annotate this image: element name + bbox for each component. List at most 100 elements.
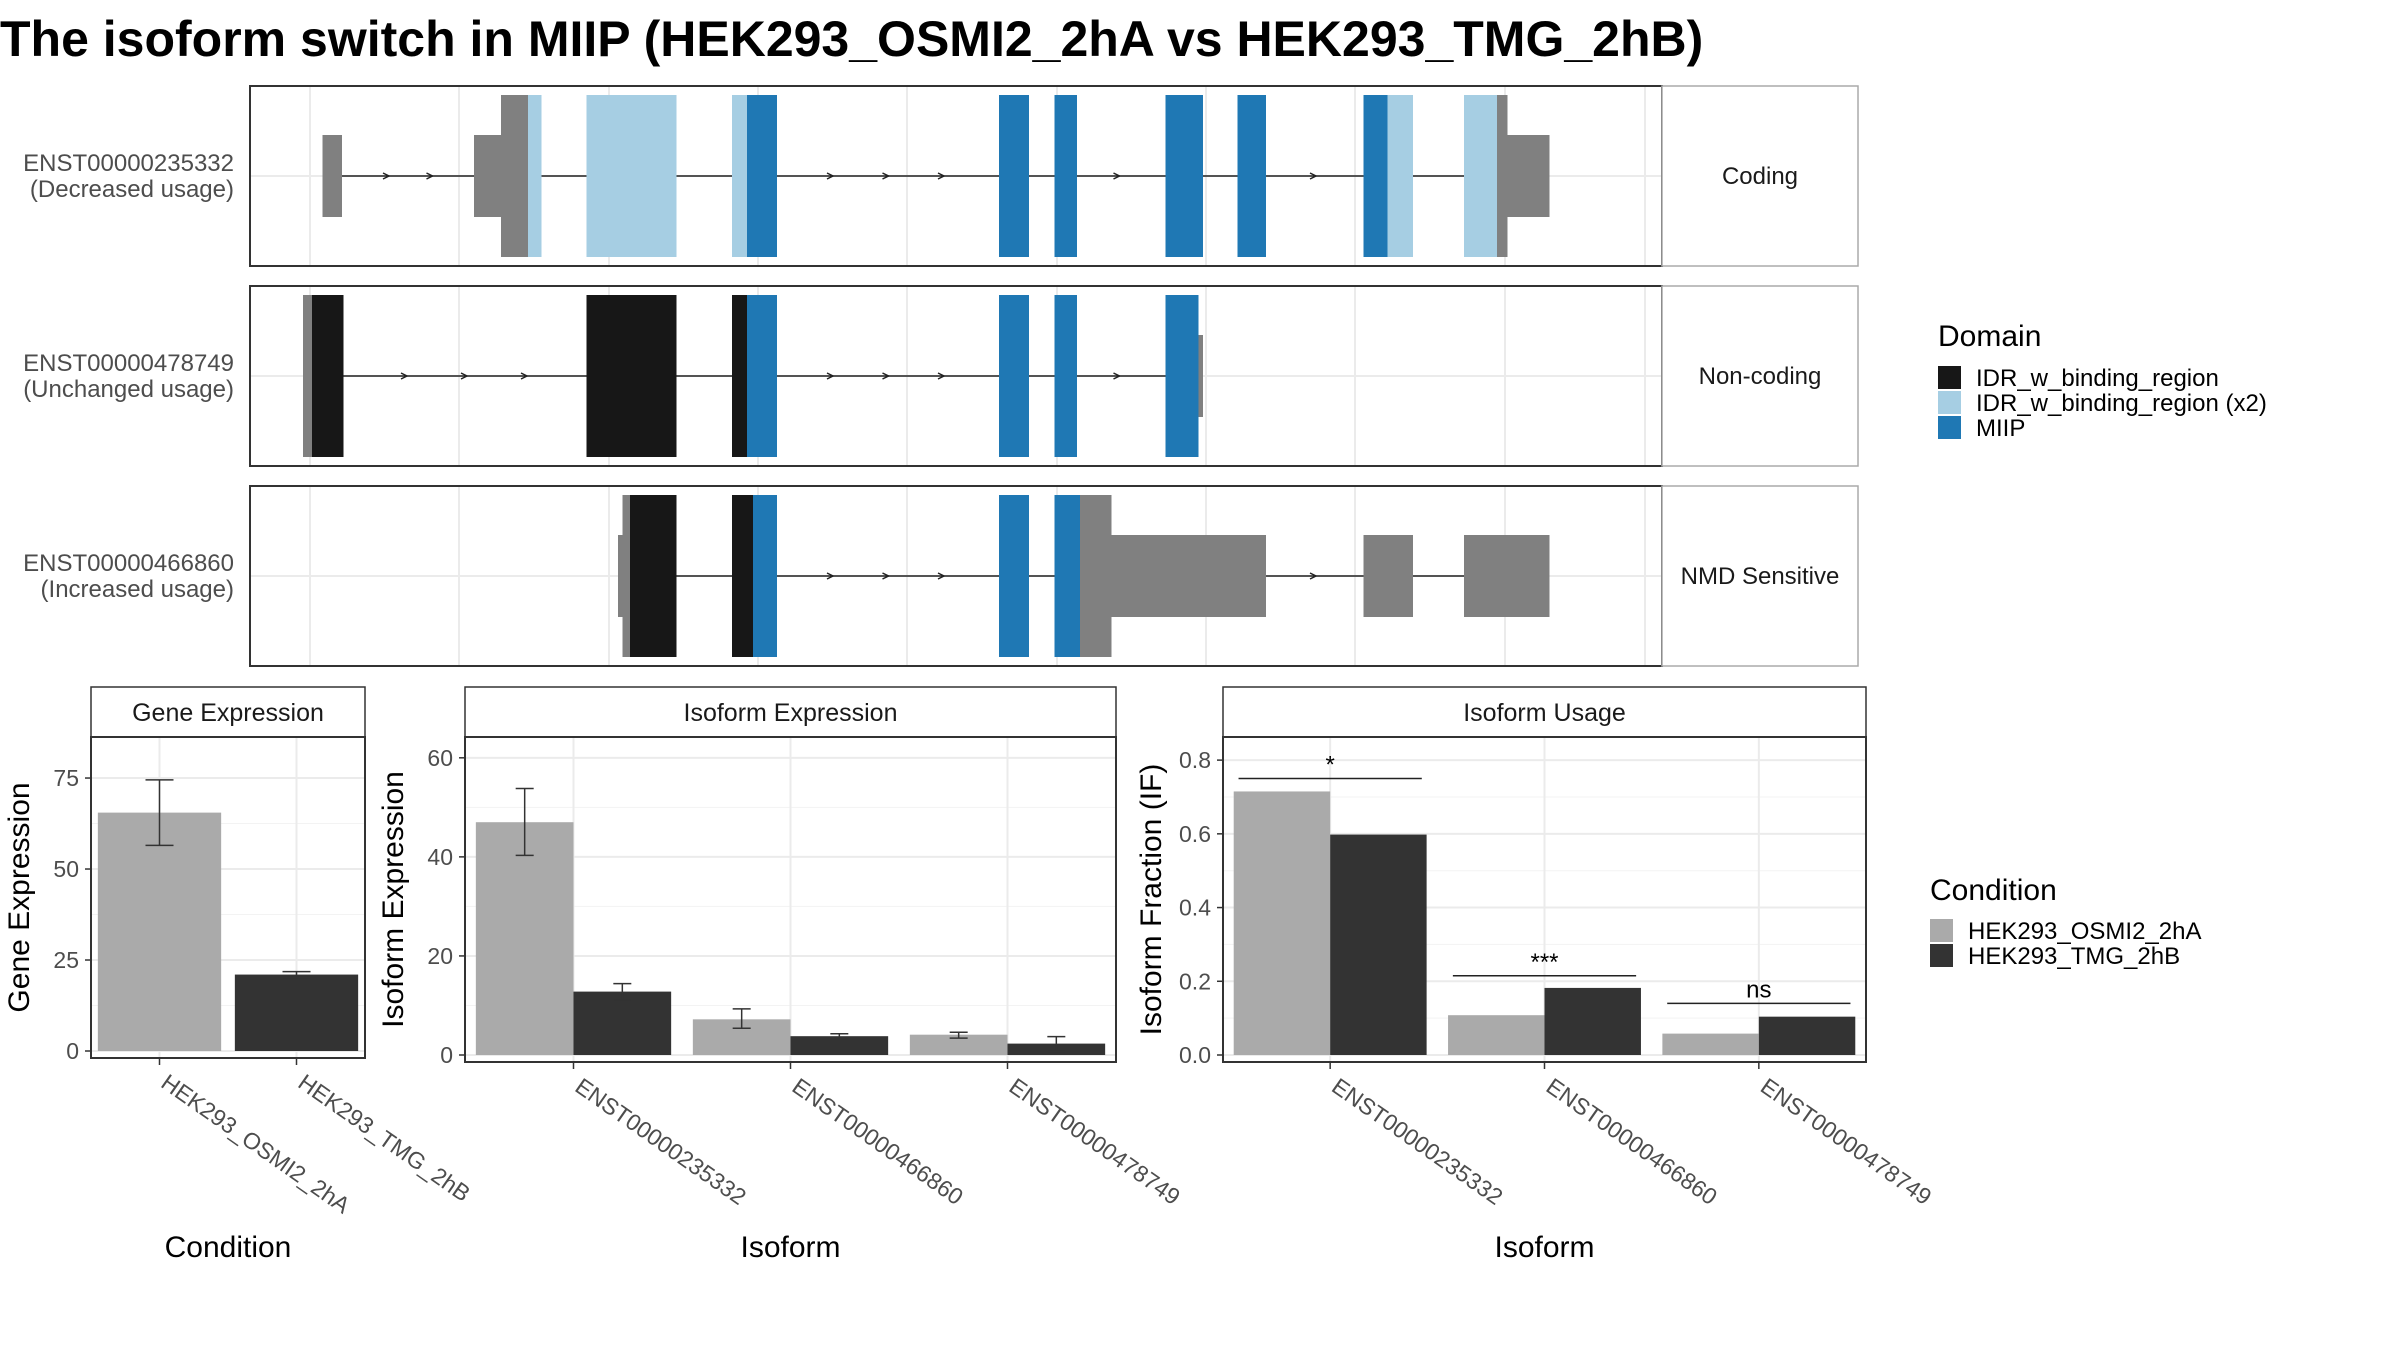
exon-block	[747, 295, 777, 457]
direction-arrow	[1309, 572, 1318, 580]
isoform-expression-panel: Isoform Expression 0 20 40 60 ENST00000235332…	[377, 686, 1185, 1264]
exon-block	[1237, 95, 1266, 257]
exon-block	[1111, 535, 1266, 617]
x-tick-label: ENST00000478749	[1005, 1073, 1185, 1210]
direction-arrow	[1113, 172, 1122, 180]
y-tick-label: 0	[440, 1042, 453, 1068]
exon-block	[630, 495, 677, 657]
y-axis-title: Gene Expression	[3, 782, 36, 1012]
exon-block	[312, 295, 344, 457]
panel-strip	[464, 686, 1117, 738]
y-tick-label: 0.8	[1179, 747, 1211, 773]
track-strip	[1661, 85, 1859, 267]
exon-block	[1363, 95, 1388, 257]
condition-legend-label: HEK293_TMG_2hB	[1968, 943, 2180, 970]
direction-arrow	[937, 572, 946, 580]
x-axis-title: Isoform	[1494, 1231, 1594, 1264]
y-tick-label: 25	[53, 947, 79, 973]
domain-legend-label: IDR_w_binding_region	[1976, 365, 2219, 392]
transcript-usage-label: (Decreased usage)	[30, 176, 234, 203]
domain-legend-title: Domain	[1938, 320, 2041, 353]
track-strip-label: NMD Sensitive	[1681, 563, 1840, 590]
data-bar	[1233, 791, 1331, 1055]
data-bar	[790, 1036, 889, 1055]
panel-strip-title: Isoform Usage	[1463, 699, 1626, 727]
transcript-usage-label: (Unchanged usage)	[23, 376, 234, 403]
direction-arrow	[882, 372, 891, 380]
track-strip	[1661, 485, 1859, 667]
significance-label: ***	[1530, 949, 1558, 976]
significance-label: *	[1325, 752, 1334, 779]
track-strip-label: Non-coding	[1699, 363, 1822, 390]
exon-block	[1363, 535, 1413, 617]
exon-block	[1198, 335, 1203, 417]
exon-block	[528, 95, 542, 257]
data-bar	[475, 822, 574, 1055]
direction-arrow	[1309, 172, 1318, 180]
exon-block	[1165, 295, 1199, 457]
exon-block	[322, 135, 342, 217]
transcript-id-label: ENST00000235332	[23, 150, 234, 177]
data-bar	[573, 991, 672, 1055]
exon-block	[732, 495, 753, 657]
domain-legend-swatch	[1938, 366, 1961, 389]
direction-arrow	[882, 172, 891, 180]
domain-legend: Domain IDR_w_binding_regionIDR_w_binding_…	[1938, 320, 2267, 442]
exon-block	[586, 95, 677, 257]
data-bar	[1448, 1015, 1545, 1055]
direction-arrow	[460, 372, 469, 380]
panel-border	[90, 736, 366, 1059]
domain-legend-label: IDR_w_binding_region (x2)	[1976, 390, 2267, 417]
exon-block	[1054, 95, 1077, 257]
exon-block	[1054, 495, 1080, 657]
exon-block	[999, 495, 1029, 657]
direction-arrow	[520, 372, 529, 380]
domain-legend-label: MIIP	[1976, 415, 2025, 442]
transcript-id-label: ENST00000478749	[23, 350, 234, 377]
exon-block	[1054, 295, 1077, 457]
x-tick-label: ENST00000235332	[571, 1073, 751, 1210]
exon-block	[1080, 495, 1112, 657]
y-tick-label: 20	[427, 943, 453, 969]
data-bar	[234, 974, 359, 1051]
gene-model-panel: Coding ENST00000235332(Decreased usage) No…	[23, 85, 1859, 667]
exon-block	[618, 535, 623, 617]
exon-block	[1464, 95, 1497, 257]
exon-block	[732, 95, 747, 257]
y-tick-label: 0	[66, 1038, 79, 1064]
exon-block	[732, 295, 747, 457]
significance-label: ns	[1746, 976, 1771, 1003]
transcript-id-label: ENST00000466860	[23, 550, 234, 577]
condition-legend-swatch	[1930, 944, 1953, 967]
x-axis-title: Isoform	[740, 1231, 840, 1264]
exon-block	[501, 95, 528, 257]
x-tick-label: ENST00000466860	[1542, 1073, 1722, 1210]
direction-arrow	[937, 372, 946, 380]
exon-block	[303, 295, 312, 457]
exon-block	[474, 135, 501, 217]
x-tick-label: ENST00000466860	[788, 1073, 968, 1210]
condition-legend-title: Condition	[1930, 874, 2057, 907]
exon-block	[586, 295, 677, 457]
direction-arrow	[382, 172, 391, 180]
track-strip	[1661, 285, 1859, 467]
exon-block	[1165, 95, 1203, 257]
x-tick-label: ENST00000235332	[1327, 1073, 1507, 1210]
y-tick-label: 40	[427, 844, 453, 870]
data-bar	[1330, 834, 1427, 1055]
exon-block	[1507, 135, 1550, 217]
exon-block	[753, 495, 777, 657]
direction-arrow	[882, 572, 891, 580]
figure-title: The isoform switch in MIIP (HEK293_OSMI2…	[0, 11, 1703, 67]
exon-block	[999, 295, 1029, 457]
data-bar	[1662, 1033, 1759, 1055]
panel-strip-title: Isoform Expression	[684, 699, 898, 727]
domain-legend-swatch	[1938, 391, 1961, 414]
condition-legend-swatch	[1930, 919, 1953, 942]
data-bar	[909, 1034, 1008, 1055]
panel-strip-title: Gene Expression	[132, 699, 324, 727]
exon-block	[747, 95, 777, 257]
exon-block	[1497, 95, 1508, 257]
